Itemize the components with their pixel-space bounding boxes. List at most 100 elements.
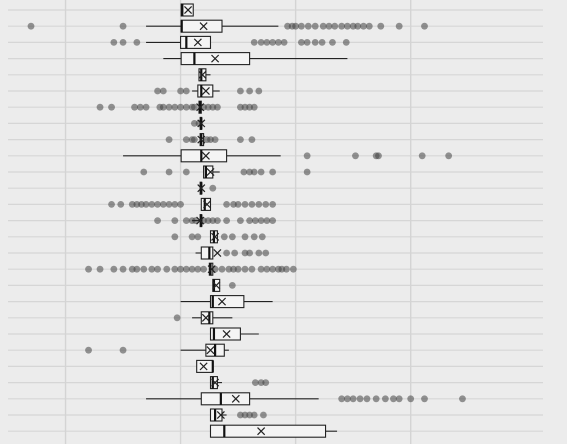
mean-marker-stroke [211, 232, 220, 241]
outlier-point [365, 22, 373, 30]
iqr-box [180, 149, 228, 163]
outlier-point [246, 217, 254, 225]
outlier-point [213, 103, 221, 111]
mean-marker-stroke [206, 346, 215, 355]
outlier-point [329, 39, 336, 46]
outlier-point [246, 87, 254, 95]
mean-marker-stroke [216, 410, 225, 420]
mean-marker-stroke [193, 38, 202, 47]
mean-marker [212, 281, 221, 290]
box-row [163, 52, 348, 66]
box-row [171, 230, 266, 244]
outlier-point [131, 103, 138, 111]
outlier-point [283, 265, 290, 273]
box-row [165, 133, 256, 147]
outlier-point [165, 168, 173, 176]
outlier-point [241, 265, 249, 273]
mean-marker-stroke [201, 86, 210, 96]
mean-marker [199, 362, 208, 371]
outlier-point [119, 39, 127, 46]
outlier-point [263, 265, 271, 273]
outlier-point [263, 217, 271, 225]
outlier-point [274, 39, 282, 46]
outlier-point [445, 152, 453, 160]
outlier-point [240, 168, 248, 176]
outlier-point [218, 265, 226, 273]
outlier-point [311, 39, 319, 46]
outlier-point [418, 152, 426, 160]
outlier-point [177, 265, 184, 273]
outlier-point [304, 22, 312, 30]
mean-marker [197, 119, 206, 128]
mean-marker-stroke [203, 200, 212, 209]
outlier-point [262, 249, 270, 257]
outlier-point [375, 152, 382, 160]
box-row [123, 149, 453, 163]
outlier-point [395, 22, 403, 30]
mean-marker-stroke [257, 427, 266, 436]
box-row [85, 343, 229, 357]
outlier-point [250, 39, 258, 46]
outlier-point [246, 249, 254, 257]
outlier-point [395, 395, 403, 403]
mean-marker-stroke [211, 378, 220, 387]
outlier-point [182, 136, 190, 144]
outlier-point [241, 233, 249, 241]
outlier-point [182, 87, 190, 95]
outlier-point [255, 87, 263, 95]
outlier-point [165, 103, 173, 111]
mean-marker-stroke [217, 297, 227, 306]
outlier-point [159, 87, 167, 95]
iqr-box [180, 35, 212, 49]
box-row [96, 100, 258, 114]
outlier-point [325, 22, 333, 30]
iqr-box [180, 19, 223, 33]
outlier-point [421, 22, 428, 30]
outlier-point [190, 136, 198, 144]
outlier-point [188, 265, 196, 273]
outlier-point [85, 265, 92, 273]
iqr-box [209, 327, 241, 341]
mean-marker [196, 103, 205, 112]
mean-marker [193, 38, 202, 47]
box-row [209, 424, 338, 438]
box-row [196, 359, 214, 373]
outlier-point [318, 39, 326, 46]
outlier-point [352, 152, 359, 160]
box-series [27, 3, 466, 438]
outlier-point [319, 22, 327, 30]
box-row [154, 214, 277, 228]
iqr-box [209, 408, 223, 422]
outlier-point [148, 201, 156, 208]
outlier-point [200, 265, 207, 273]
outlier-point [154, 201, 161, 208]
mean-marker-stroke [198, 70, 207, 79]
mean-marker-stroke [211, 54, 220, 63]
outlier-point [342, 39, 350, 46]
mean-marker [199, 22, 208, 31]
outlier-point [234, 201, 242, 208]
outlier-point [177, 103, 184, 111]
outlier-point [140, 168, 148, 176]
outlier-point [140, 265, 148, 273]
outlier-point [159, 103, 167, 111]
outlier-point [269, 201, 277, 208]
outlier-point [269, 39, 277, 46]
mean-marker-stroke [197, 119, 206, 128]
outlier-point [338, 22, 346, 30]
outlier-point [260, 411, 267, 419]
outlier-point [390, 395, 397, 403]
outlier-point [377, 22, 385, 30]
outlier-point [171, 201, 179, 208]
outlier-point [237, 136, 244, 144]
box-row [180, 3, 194, 17]
outlier-point [250, 233, 258, 241]
outlier-point [257, 217, 265, 225]
outlier-point [165, 201, 173, 208]
outlier-point [171, 265, 179, 273]
outlier-point [237, 217, 244, 225]
outlier-point [190, 103, 198, 111]
outlier-point [459, 395, 466, 403]
mean-marker [198, 70, 207, 79]
outlier-point [421, 395, 428, 403]
